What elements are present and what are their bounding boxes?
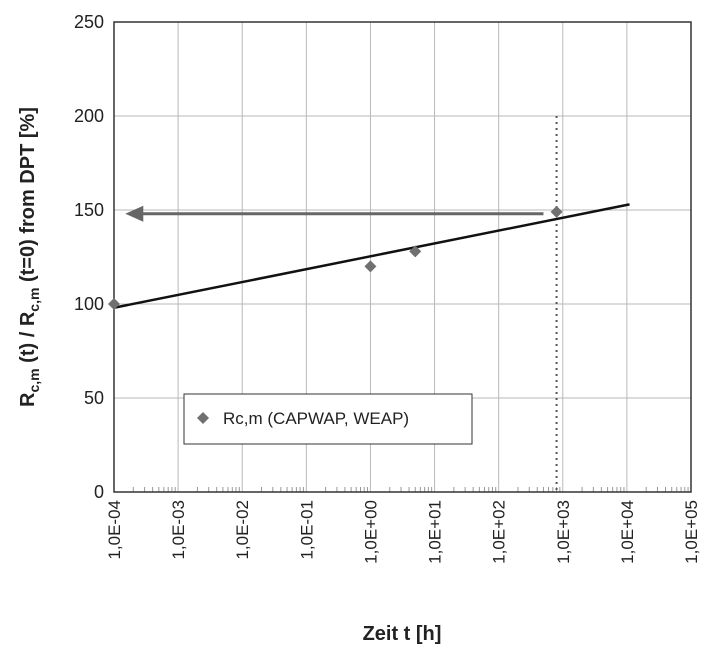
- trendline-group: [113, 203, 630, 309]
- data-point: [364, 260, 377, 273]
- data-points: [108, 205, 563, 310]
- arrow-group: [125, 205, 544, 222]
- x-tick-label: 1,0E+03: [554, 500, 573, 564]
- x-tick-label: 1,0E+02: [490, 500, 509, 564]
- y-tick-label: 200: [74, 106, 104, 126]
- x-tick-label: 1,0E-01: [297, 500, 316, 560]
- x-tick-label: 1,0E-04: [105, 500, 124, 560]
- x-tick-label: 1,0E+01: [426, 500, 445, 564]
- x-tick-labels: 1,0E-04 1,0E-03 1,0E-02 1,0E-01 1,0E+00 1,0E+…: [105, 500, 701, 564]
- y-axis-title: Rc,m (t) / Rc,m (t=0) from DPT [%]: [17, 107, 42, 407]
- data-point: [409, 245, 422, 258]
- arrow-head-icon: [125, 205, 144, 222]
- legend: Rc,m (CAPWAP, WEAP): [183, 393, 473, 445]
- y-tick-labels: 0 50 100 150 200 250: [74, 12, 104, 502]
- y-tick-label: 50: [84, 388, 104, 408]
- y-tick-label: 250: [74, 12, 104, 32]
- x-tick-label: 1,0E+04: [618, 500, 637, 564]
- x-tick-label: 1,0E+05: [682, 500, 701, 564]
- legend-marker-diamond-icon: [197, 412, 209, 424]
- legend-label: Rc,m (CAPWAP, WEAP): [223, 409, 409, 428]
- minor-ticks: [132, 487, 689, 492]
- grid-lines: [114, 22, 691, 492]
- x-tick-label: 1,0E-02: [233, 500, 252, 560]
- data-point: [108, 298, 120, 310]
- y-tick-label: 150: [74, 200, 104, 220]
- trendline: [113, 203, 630, 309]
- legend-box: [183, 393, 473, 445]
- x-axis-title: Zeit t [h]: [363, 623, 442, 645]
- x-tick-label: 1,0E-03: [169, 500, 188, 560]
- x-tick-label: 1,0E+00: [361, 500, 380, 564]
- y-tick-label: 100: [74, 294, 104, 314]
- y-tick-label: 0: [94, 482, 104, 502]
- data-point: [550, 205, 563, 218]
- plot-area: [113, 21, 692, 493]
